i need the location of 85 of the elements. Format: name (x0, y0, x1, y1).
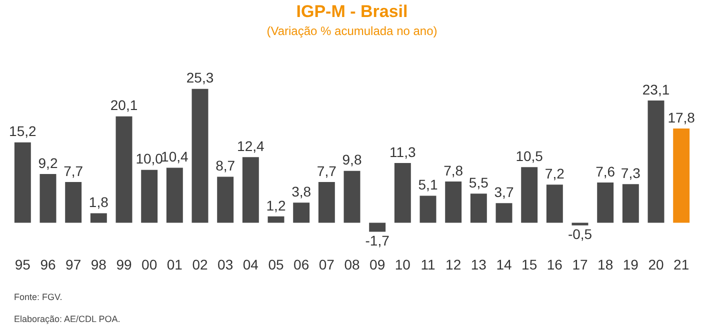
x-tick-label: 05 (268, 256, 284, 272)
data-label: 10,0 (136, 150, 164, 167)
data-label: 11,3 (390, 144, 416, 160)
data-label: 9,8 (342, 152, 362, 168)
bar (648, 100, 664, 223)
bar (470, 194, 487, 223)
bar (496, 203, 512, 223)
data-label: 3,7 (494, 184, 514, 200)
x-tick-label: 03 (218, 256, 234, 272)
bar (293, 202, 310, 223)
bar (622, 184, 639, 223)
x-tick-label: 06 (294, 256, 310, 272)
bar (318, 182, 335, 223)
bar (344, 170, 360, 223)
bar (394, 162, 411, 223)
x-tick-label: 18 (598, 256, 614, 272)
bar (116, 116, 132, 223)
x-tick-label: 09 (370, 256, 386, 272)
x-tick-label: 04 (242, 256, 259, 272)
x-tick-label: 11 (420, 256, 436, 272)
bar (40, 174, 56, 223)
bar (14, 142, 31, 223)
x-tick-label: 16 (546, 256, 563, 272)
data-label: 7,8 (444, 162, 464, 178)
x-tick-label: 01 (166, 256, 183, 272)
data-label: -0,5 (568, 226, 592, 242)
bar (546, 184, 563, 223)
bar (572, 222, 588, 226)
bar (445, 181, 462, 223)
data-label: 17,8 (668, 109, 696, 126)
bar (166, 168, 183, 223)
data-label: 7,7 (316, 162, 337, 179)
data-label: 7,2 (544, 166, 565, 182)
data-label: 25,3 (186, 70, 214, 86)
data-label: 5,1 (418, 176, 438, 193)
bar (90, 213, 107, 223)
chart-title: IGP-M - Brasil (295, 2, 409, 22)
bar (521, 167, 538, 223)
source-note: Fonte: FGV. (14, 292, 62, 302)
x-tick-label: 21 (674, 256, 690, 272)
bar (192, 88, 208, 223)
data-label: 8,7 (216, 158, 236, 174)
bar (65, 182, 82, 223)
data-label: 12,4 (237, 138, 265, 154)
data-label: 7,7 (64, 162, 84, 179)
data-label: 1,2 (266, 197, 286, 214)
bar (673, 128, 690, 223)
x-tick-label: 13 (470, 256, 487, 272)
data-label: 10,5 (516, 148, 544, 164)
data-label: 20,1 (110, 97, 138, 114)
chart-subtitle: (Variação % acumulada no ano) (266, 24, 438, 38)
bar (597, 182, 614, 223)
x-tick-label: 12 (446, 256, 462, 272)
data-label: 1,8 (88, 194, 109, 210)
data-label: 7,6 (596, 163, 616, 180)
x-tick-label: 20 (648, 256, 664, 272)
data-label: 10,4 (161, 148, 189, 165)
data-label: 5,5 (468, 174, 489, 190)
text: Elaboração: AE/CDL POA. (14, 314, 120, 324)
x-tick-label: 02 (192, 256, 208, 272)
bar (242, 157, 259, 223)
x-tick-label: 99 (116, 256, 132, 272)
data-label: 15,2 (9, 123, 37, 140)
data-label: 23,1 (642, 81, 670, 98)
data-label: -1,7 (365, 232, 390, 249)
x-tick-label: 10 (394, 256, 411, 272)
x-tick-label: 15 (522, 256, 538, 272)
bar (217, 176, 234, 223)
x-tick-label: 17 (572, 256, 588, 272)
x-tick-label: 95 (14, 256, 31, 272)
x-tick-label: 19 (622, 256, 639, 272)
data-label: 7,3 (620, 164, 641, 181)
x-tick-label: 07 (318, 256, 335, 272)
x-tick-label: 97 (66, 256, 82, 272)
bar (141, 170, 158, 223)
x-tick-label: 14 (496, 256, 512, 272)
x-tick-label: 08 (344, 256, 360, 272)
x-tick-label: 98 (90, 256, 107, 272)
bar (369, 222, 386, 232)
x-tick-label: 00 (142, 256, 158, 272)
bar (268, 216, 284, 223)
bar (420, 196, 436, 223)
data-label: 3,8 (292, 183, 312, 200)
data-label: 9,2 (38, 154, 58, 171)
x-tick-label: 96 (40, 256, 56, 272)
